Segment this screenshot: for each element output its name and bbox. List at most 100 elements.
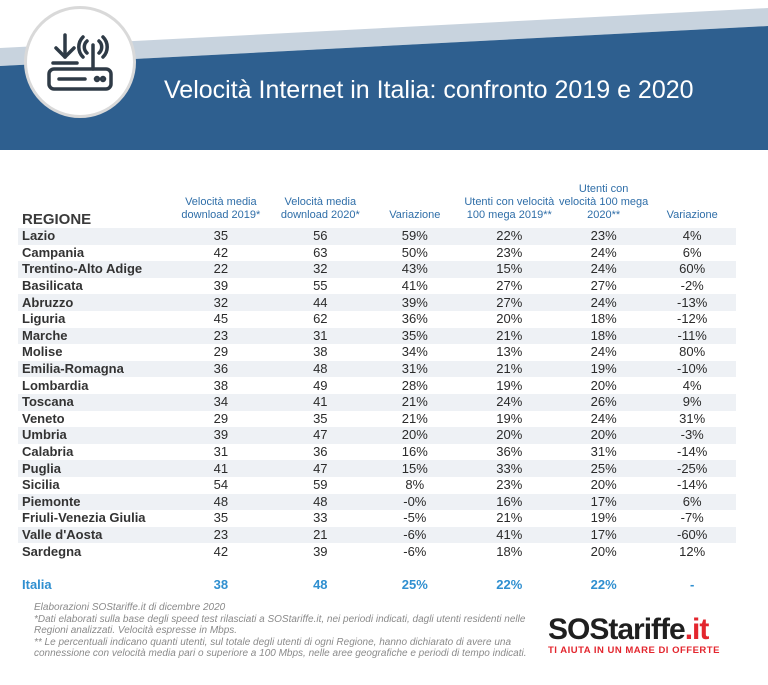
note-speed: *Dati elaborati sulla base degli speed t… — [34, 613, 526, 637]
header-variation-users: Variazione — [666, 209, 718, 221]
table-row: Basilicata 39 55 41% 27% 27% -2% — [18, 278, 736, 295]
cell-u2020: 26% — [558, 393, 649, 411]
cell-dl2020: 41 — [270, 393, 371, 411]
cell-u2020: 24% — [590, 410, 617, 426]
cell-var2: 6% — [648, 493, 736, 511]
cell-region: Calabria — [22, 444, 74, 460]
table-row: Marche 23 31 35% 21% 18% -11% — [18, 327, 736, 345]
cell-dl2020: 38 — [313, 344, 328, 360]
cell-dl2019: 22 — [171, 261, 271, 278]
cell-u2019: 27% — [459, 294, 559, 311]
cell-dl2020: 56 — [270, 228, 371, 245]
cell-var1: -6% — [403, 543, 427, 559]
cell-var2: -11% — [648, 327, 736, 345]
cell-u2020: 20% — [590, 377, 617, 393]
cell-u2020: 24% — [558, 261, 649, 278]
cell-var2: -10% — [648, 360, 736, 378]
cell-u2020: 24% — [590, 344, 617, 360]
cell-u2019: 20% — [459, 427, 559, 444]
cell-var1: 21% — [370, 393, 460, 411]
cell-region: Molise — [22, 344, 63, 360]
cell-u2019: 19% — [496, 377, 523, 393]
cell-var1: 31% — [370, 360, 460, 378]
cell-var2: 6% — [682, 244, 702, 260]
cell-region: Lazio — [18, 228, 172, 245]
cell-region: Friuli-Venezia Giulia — [22, 510, 146, 526]
header-banner — [0, 0, 768, 150]
cell-u2020: 19% — [558, 360, 649, 378]
cell-u2020: 20% — [590, 543, 617, 559]
cell-var1: 16% — [401, 444, 428, 460]
table-row: Toscana 34 41 21% 24% 26% 9% — [18, 393, 736, 411]
cell-var2: 60% — [648, 261, 736, 278]
cell-u2019: 27% — [496, 278, 523, 294]
footnotes: Elaborazioni SOStariffe.it di dicembre 2… — [34, 602, 534, 660]
cell-dl2020: 39 — [313, 543, 328, 559]
total-var1: 25% — [401, 577, 428, 593]
cell-u2019: 21% — [496, 510, 523, 526]
cell-dl2019: 35 — [171, 228, 271, 245]
cell-dl2019: 39 — [171, 427, 271, 444]
cell-dl2020: 32 — [270, 261, 371, 278]
table-row: Molise 29 38 34% 13% 24% 80% — [18, 344, 736, 361]
router-icon-badge — [24, 6, 136, 118]
cell-var1: 50% — [401, 244, 428, 260]
cell-var1: 20% — [370, 427, 460, 444]
table-row: Piemonte 48 48 -0% 16% 17% 6% — [18, 493, 736, 511]
cell-dl2019: 48 — [171, 493, 271, 511]
cell-dl2020: 49 — [313, 377, 328, 393]
total-region: Italia — [22, 577, 52, 593]
cell-u2020: 20% — [590, 477, 617, 493]
cell-var2: 9% — [648, 393, 736, 411]
table-row: Calabria 31 36 16% 36% 31% -14% — [18, 444, 736, 461]
cell-dl2020: 62 — [313, 311, 328, 327]
cell-u2019: 18% — [496, 543, 523, 559]
cell-region: Basilicata — [22, 278, 83, 294]
sostariffe-logo: SOStariffe.it TI AIUTA IN UN MARE DI OFF… — [548, 613, 738, 663]
cell-region: Umbria — [18, 427, 172, 444]
cell-var1: 59% — [370, 228, 460, 245]
cell-u2020: 31% — [590, 444, 617, 460]
cell-u2019: 23% — [496, 477, 523, 493]
cell-u2020: 25% — [558, 460, 649, 477]
cell-var1: -5% — [403, 510, 427, 526]
cell-var2: 12% — [679, 543, 706, 559]
total-row-italia: Italia 38 48 25% 22% 22% - — [18, 577, 736, 594]
cell-var1: 41% — [401, 278, 428, 294]
cell-var2: -12% — [677, 311, 708, 327]
cell-dl2020: 48 — [270, 493, 371, 511]
cell-dl2019: 39 — [213, 278, 229, 294]
cell-u2020: 27% — [590, 278, 617, 294]
cell-var1: 34% — [401, 344, 428, 360]
cell-var1: -0% — [370, 493, 460, 511]
cell-u2019: 33% — [459, 460, 559, 477]
cell-region: Trentino-Alto Adige — [18, 261, 172, 278]
cell-dl2019: 31 — [213, 444, 229, 460]
table-row: Veneto 29 35 21% 19% 24% 31% — [18, 411, 736, 428]
cell-var1: 28% — [401, 377, 428, 393]
cell-dl2019: 38 — [213, 377, 229, 393]
cell-dl2020: 55 — [313, 278, 328, 294]
cell-u2020: 23% — [558, 228, 649, 245]
cell-dl2019: 32 — [171, 294, 271, 311]
cell-dl2020: 44 — [270, 294, 371, 311]
spacer-row — [18, 560, 736, 577]
cell-var1: 39% — [370, 294, 460, 311]
cell-u2020: 18% — [590, 311, 617, 327]
header-region: REGIONE — [22, 211, 92, 228]
cell-u2019: 41% — [459, 526, 559, 544]
cell-region: Puglia — [18, 460, 172, 477]
cell-region: Marche — [18, 327, 172, 345]
cell-u2020: 24% — [558, 294, 649, 311]
cell-u2019: 21% — [459, 327, 559, 345]
cell-u2019: 20% — [496, 311, 523, 327]
logo-wordmark: SOStariffe.it — [548, 613, 738, 647]
header-download-2020: Velocità media download 2020* — [280, 196, 360, 221]
cell-u2020: 19% — [590, 510, 617, 526]
cell-region: Emilia-Romagna — [18, 360, 172, 378]
cell-u2019: 36% — [496, 444, 523, 460]
cell-region: Campania — [22, 244, 85, 260]
cell-var2: 4% — [648, 228, 736, 245]
cell-u2019: 23% — [496, 244, 523, 260]
cell-region: Sardegna — [22, 543, 82, 559]
